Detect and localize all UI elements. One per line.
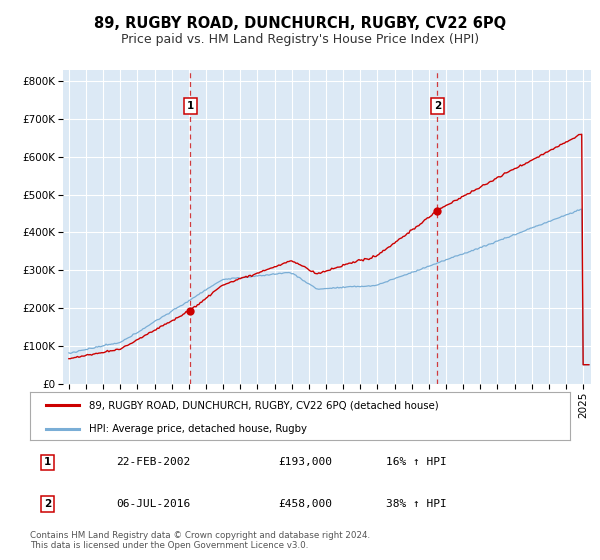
Text: 2: 2 xyxy=(44,499,51,509)
Text: 1: 1 xyxy=(187,101,194,111)
Text: Contains HM Land Registry data © Crown copyright and database right 2024.
This d: Contains HM Land Registry data © Crown c… xyxy=(30,531,370,550)
Text: HPI: Average price, detached house, Rugby: HPI: Average price, detached house, Rugb… xyxy=(89,424,307,434)
Text: 06-JUL-2016: 06-JUL-2016 xyxy=(116,499,191,509)
Text: 89, RUGBY ROAD, DUNCHURCH, RUGBY, CV22 6PQ: 89, RUGBY ROAD, DUNCHURCH, RUGBY, CV22 6… xyxy=(94,16,506,31)
Text: 38% ↑ HPI: 38% ↑ HPI xyxy=(386,499,447,509)
Text: £458,000: £458,000 xyxy=(278,499,332,509)
Text: 1: 1 xyxy=(44,458,51,468)
Text: £193,000: £193,000 xyxy=(278,458,332,468)
Text: 89, RUGBY ROAD, DUNCHURCH, RUGBY, CV22 6PQ (detached house): 89, RUGBY ROAD, DUNCHURCH, RUGBY, CV22 6… xyxy=(89,400,439,410)
Text: 2: 2 xyxy=(434,101,441,111)
Text: 22-FEB-2002: 22-FEB-2002 xyxy=(116,458,191,468)
Text: Price paid vs. HM Land Registry's House Price Index (HPI): Price paid vs. HM Land Registry's House … xyxy=(121,32,479,46)
Text: 16% ↑ HPI: 16% ↑ HPI xyxy=(386,458,447,468)
